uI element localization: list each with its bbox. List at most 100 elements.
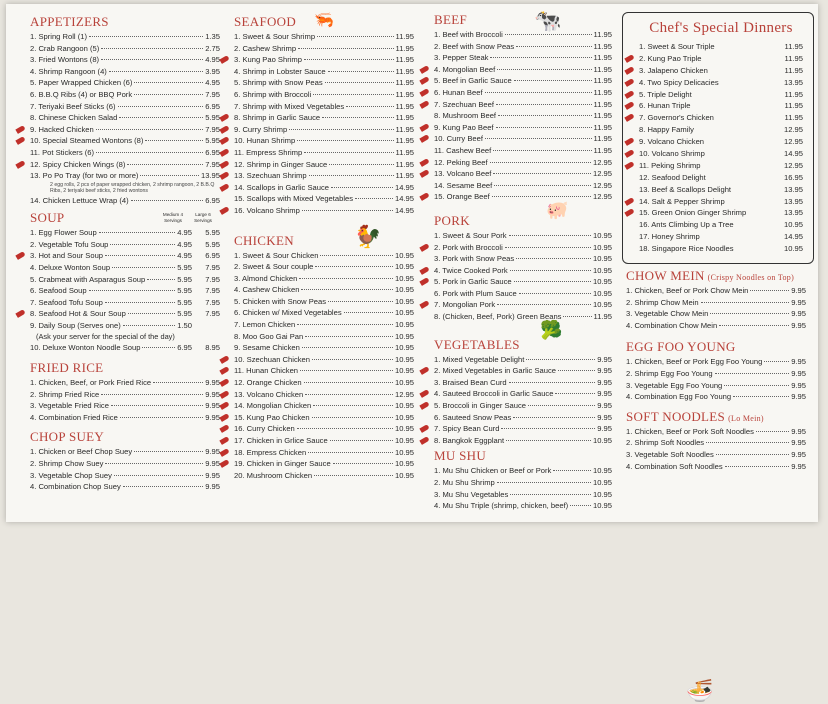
menu-item[interactable]: 4. Shrimp Rangoon (4) 3.95	[30, 66, 220, 78]
menu-item[interactable]: 2. Sweet & Sour couple 10.95	[234, 261, 414, 273]
menu-item[interactable]: 2. Beef with Snow Peas 11.95	[434, 41, 612, 53]
menu-item[interactable]: 13. Beef & Scallops Delight 13.95	[639, 184, 803, 196]
menu-item[interactable]: 6. Pork with Plum Sauce 10.95	[434, 288, 612, 300]
menu-item[interactable]: 15. Scallops with Mixed Vegetables 14.95	[234, 193, 414, 205]
menu-item[interactable]: 3. Pork with Snow Peas 10.95	[434, 253, 612, 265]
menu-item[interactable]: 1. Sweet & Sour Pork 10.95	[434, 230, 612, 242]
menu-item[interactable]: 9. Sesame Chicken 10.95	[234, 342, 414, 354]
menu-item[interactable]: 7. Spicy Bean Curd 9.95	[419, 423, 612, 435]
menu-item[interactable]: 3. Mu Shu Vegetables 10.95	[434, 489, 612, 501]
menu-item[interactable]: 3. Fried Wontons (8) 4.95	[30, 54, 220, 66]
menu-item[interactable]: 7. Lemon Chicken 10.95	[234, 319, 414, 331]
menu-item[interactable]: 3. Jalapeno Chicken 11.95	[624, 65, 803, 77]
menu-item[interactable]: 11. Cashew Beef 11.95	[434, 145, 612, 157]
menu-item[interactable]: 17. Honey Shrimp 14.95	[639, 231, 803, 243]
menu-item[interactable]: 9. Daily Soup (Serves one) 1.50	[30, 320, 220, 332]
menu-item[interactable]: 8. Seafood Hot & Sour Soup 5.95 7.95	[15, 308, 220, 320]
menu-item[interactable]: 8. Chinese Chicken Salad 5.95	[30, 112, 220, 124]
menu-item[interactable]: 8. Mushroom Beef 11.95	[434, 110, 612, 122]
menu-item[interactable]: 12. Orange Chicken 10.95	[219, 377, 414, 389]
menu-item[interactable]: 2. Shrimp Fried Rice 9.95	[30, 389, 220, 401]
menu-item[interactable]: 3. Braised Bean Curd 9.95	[434, 377, 612, 389]
menu-item[interactable]: 19. Chicken in Ginger Sauce 10.95	[219, 458, 414, 470]
menu-item[interactable]: 5. Shrimp with Snow Peas 11.95	[234, 77, 414, 89]
menu-item[interactable]: 3. Vegetable Fried Rice 9.95	[30, 400, 220, 412]
menu-item[interactable]: 3. Vegetable Chop Suey 9.95	[30, 470, 220, 482]
menu-item[interactable]: 1. Mu Shu Chicken or Beef or Pork 10.95	[434, 465, 612, 477]
menu-item[interactable]: 1. Chicken or Beef Chop Suey 9.95	[30, 446, 220, 458]
menu-item[interactable]: 12. Shrimp in Ginger Sauce 11.95	[219, 159, 414, 171]
menu-item[interactable]: 18. Empress Chicken 10.95	[219, 447, 414, 459]
menu-item[interactable]: 13. Po Po Tray (for two or more) 13.95	[30, 170, 220, 182]
menu-item[interactable]: 12. Peking Beef 12.95	[419, 157, 612, 169]
menu-item[interactable]: 14. Sesame Beef 12.95	[434, 180, 612, 192]
menu-item[interactable]: 18. Singapore Rice Noodles 10.95	[639, 243, 803, 255]
menu-item[interactable]: 11. Empress Shrimp 11.95	[219, 147, 414, 159]
menu-item[interactable]: 8. Happy Family 12.95	[639, 124, 803, 136]
menu-item[interactable]: 12. Spicy Chicken Wings (8) 7.95	[15, 159, 220, 171]
menu-item[interactable]: 2. Pork with Broccoli 10.95	[419, 242, 612, 254]
menu-item[interactable]: 5. Triple Delight 11.95	[624, 89, 803, 101]
menu-item[interactable]: 2. Vegetable Tofu Soup 4.95 5.95	[30, 239, 220, 251]
menu-item[interactable]: 5. Beef in Garlic Sauce 11.95	[419, 75, 612, 87]
menu-item[interactable]: 4. Combination Chop Suey 9.95	[30, 481, 220, 493]
menu-item[interactable]: 4. Combination Fried Rice 9.95	[30, 412, 220, 424]
menu-item[interactable]: 4. Combination Soft Noodles 9.95	[626, 461, 806, 473]
menu-item[interactable]: 15. Kung Pao Chicken 10.95	[219, 412, 414, 424]
menu-item[interactable]: 2. Shrimp Chow Mein 9.95	[626, 297, 806, 309]
menu-item[interactable]: 3. Vegetable Soft Noodles 9.95	[626, 449, 806, 461]
menu-item[interactable]: 1. Chicken, Beef or Pork Soft Noodles 9.9…	[626, 426, 806, 438]
menu-item[interactable]: 3. Almond Chicken 10.95	[234, 273, 414, 285]
menu-item[interactable]: 1. Sweet & Sour Triple 11.95	[639, 41, 803, 53]
menu-item[interactable]: 1. Egg Flower Soup 4.95 5.95	[30, 227, 220, 239]
menu-item[interactable]: 8. (Chicken, Beef, Pork) Green Beans 11.9…	[434, 311, 612, 323]
menu-item[interactable]: 10. Curry Beef 11.95	[419, 133, 612, 145]
menu-item[interactable]: 13. Volcano Chicken 12.95	[219, 389, 414, 401]
menu-item[interactable]: 2. Crab Rangoon (5) 2.75	[30, 43, 220, 55]
menu-item[interactable]: 4. Twice Cooked Pork 10.95	[419, 265, 612, 277]
menu-item[interactable]: 6. Hunan Triple 11.95	[624, 100, 803, 112]
menu-item[interactable]: 10. Special Steamed Wontons (8) 5.95	[15, 135, 220, 147]
menu-item[interactable]: 11. Pot Stickers (6) 6.95	[30, 147, 220, 159]
menu-item[interactable]: 3. Vegetable Egg Foo Young 9.95	[626, 380, 806, 392]
menu-item[interactable]: 5. Chicken with Snow Peas 10.95	[234, 296, 414, 308]
menu-item[interactable]: 6. Hunan Beef 11.95	[419, 87, 612, 99]
menu-item[interactable]: 14. Mongolian Chicken 10.95	[219, 400, 414, 412]
menu-item[interactable]: 10. Hunan Shrimp 11.95	[219, 135, 414, 147]
menu-item[interactable]: 4. Mu Shu Triple (shrimp, chicken, beef)…	[434, 500, 612, 512]
menu-item[interactable]: 10. Volcano Shrimp 14.95	[624, 148, 803, 160]
menu-item[interactable]: 2. Mixed Vegetables in Garlic Sauce 9.95	[419, 365, 612, 377]
menu-item[interactable]: 13. Szechuan Shrimp 11.95	[219, 170, 414, 182]
menu-item[interactable]: 14. Scallops in Garlic Sauce 14.95	[219, 182, 414, 194]
menu-item[interactable]: 2. Cashew Shrimp 11.95	[234, 43, 414, 55]
menu-item[interactable]: 7. Teriyaki Beef Sticks (6) 6.95	[30, 101, 220, 113]
menu-item[interactable]: 3. Kung Pao Shrimp 11.95	[219, 54, 414, 66]
menu-item[interactable]: 1. Beef with Broccoli 11.95	[434, 29, 612, 41]
menu-item[interactable]: 7. Szechuan Beef 11.95	[419, 99, 612, 111]
menu-item[interactable]: 1. Spring Roll (1) 1.35	[30, 31, 220, 43]
menu-item[interactable]: 6. B.B.Q Ribs (4) or BBQ Pork 7.95	[30, 89, 220, 101]
menu-item[interactable]: 3. Pepper Steak 11.95	[434, 52, 612, 64]
menu-item[interactable]: 1. Sweet & Sour Chicken 10.95	[234, 250, 414, 262]
menu-item[interactable]: 4. Shrimp in Lobster Sauce 11.95	[234, 66, 414, 78]
menu-item[interactable]: 12. Seafood Delight 16.95	[639, 172, 803, 184]
menu-item[interactable]: 7. Governor's Chicken 11.95	[624, 112, 803, 124]
menu-item[interactable]: 4. Cashew Chicken 10.95	[234, 284, 414, 296]
menu-item[interactable]: 9. Curry Shrimp 11.95	[219, 124, 414, 136]
menu-item[interactable]: 4. Combination Egg Foo Young 9.95	[626, 391, 806, 403]
menu-item[interactable]: 6. Sauteed Snow Peas 9.95	[434, 412, 612, 424]
menu-item[interactable]: 4. Mongolian Beef 11.95	[419, 64, 612, 76]
menu-item[interactable]: 1. Mixed Vegetable Delight 9.95	[434, 354, 612, 366]
menu-item[interactable]: 14. Salt & Pepper Shrimp 13.95	[624, 196, 803, 208]
menu-item[interactable]: 6. Shrimp with Broccoli 11.95	[234, 89, 414, 101]
menu-item[interactable]: 1. Chicken, Beef or Pork Chow Mein 9.95	[626, 285, 806, 297]
menu-item[interactable]: 2. Shrimp Chow Suey 9.95	[30, 458, 220, 470]
menu-item[interactable]: 4. Deluxe Wonton Soup 5.95 7.95	[30, 262, 220, 274]
menu-item[interactable]: 7. Shrimp with Mixed Vegetables 11.95	[234, 101, 414, 113]
menu-item[interactable]: 8. Shrimp in Garlic Sauce 11.95	[219, 112, 414, 124]
menu-item[interactable]: 2. Mu Shu Shrimp 10.95	[434, 477, 612, 489]
menu-item[interactable]: 6. Chicken w/ Mixed Vegetables 10.95	[234, 307, 414, 319]
menu-item[interactable]: 10. Deluxe Wonton Noodle Soup 6.95 8.95	[30, 342, 220, 354]
menu-item[interactable]: 9. Kung Pao Beef 11.95	[419, 122, 612, 134]
menu-item[interactable]: 1. Chicken, Beef, or Pork Fried Rice 9.95	[30, 377, 220, 389]
